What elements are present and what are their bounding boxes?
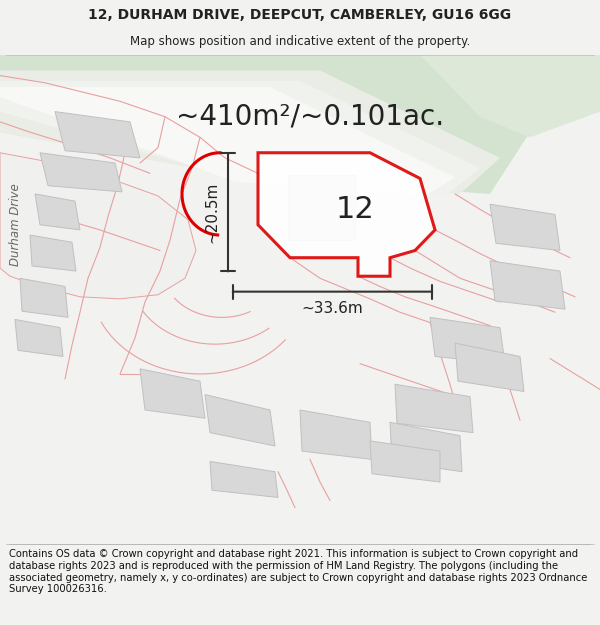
Polygon shape — [55, 112, 140, 158]
Polygon shape — [205, 394, 275, 446]
Polygon shape — [490, 261, 565, 309]
Polygon shape — [0, 55, 530, 194]
Polygon shape — [0, 87, 455, 196]
Polygon shape — [370, 441, 440, 482]
Polygon shape — [420, 55, 600, 138]
Text: Durham Drive: Durham Drive — [10, 183, 23, 266]
Polygon shape — [210, 461, 278, 498]
Text: ~20.5m: ~20.5m — [205, 182, 220, 243]
Text: Map shows position and indicative extent of the property.: Map shows position and indicative extent… — [130, 35, 470, 48]
Polygon shape — [390, 422, 462, 472]
Polygon shape — [30, 235, 76, 271]
Polygon shape — [300, 410, 372, 459]
Polygon shape — [395, 384, 473, 432]
Polygon shape — [0, 152, 196, 299]
Polygon shape — [15, 319, 63, 356]
Polygon shape — [490, 204, 560, 251]
Polygon shape — [0, 71, 500, 194]
Polygon shape — [430, 318, 505, 364]
Polygon shape — [455, 343, 524, 391]
Polygon shape — [140, 369, 205, 418]
Text: 12, DURHAM DRIVE, DEEPCUT, CAMBERLEY, GU16 6GG: 12, DURHAM DRIVE, DEEPCUT, CAMBERLEY, GU… — [88, 8, 512, 22]
Text: Contains OS data © Crown copyright and database right 2021. This information is : Contains OS data © Crown copyright and d… — [9, 549, 587, 594]
Polygon shape — [258, 152, 435, 276]
Polygon shape — [20, 278, 68, 318]
Polygon shape — [0, 81, 480, 196]
Text: ~410m²/~0.101ac.: ~410m²/~0.101ac. — [176, 102, 444, 131]
Polygon shape — [288, 176, 355, 240]
Polygon shape — [40, 152, 122, 192]
Text: 12: 12 — [335, 195, 374, 224]
Text: ~33.6m: ~33.6m — [302, 301, 364, 316]
Polygon shape — [35, 194, 80, 230]
